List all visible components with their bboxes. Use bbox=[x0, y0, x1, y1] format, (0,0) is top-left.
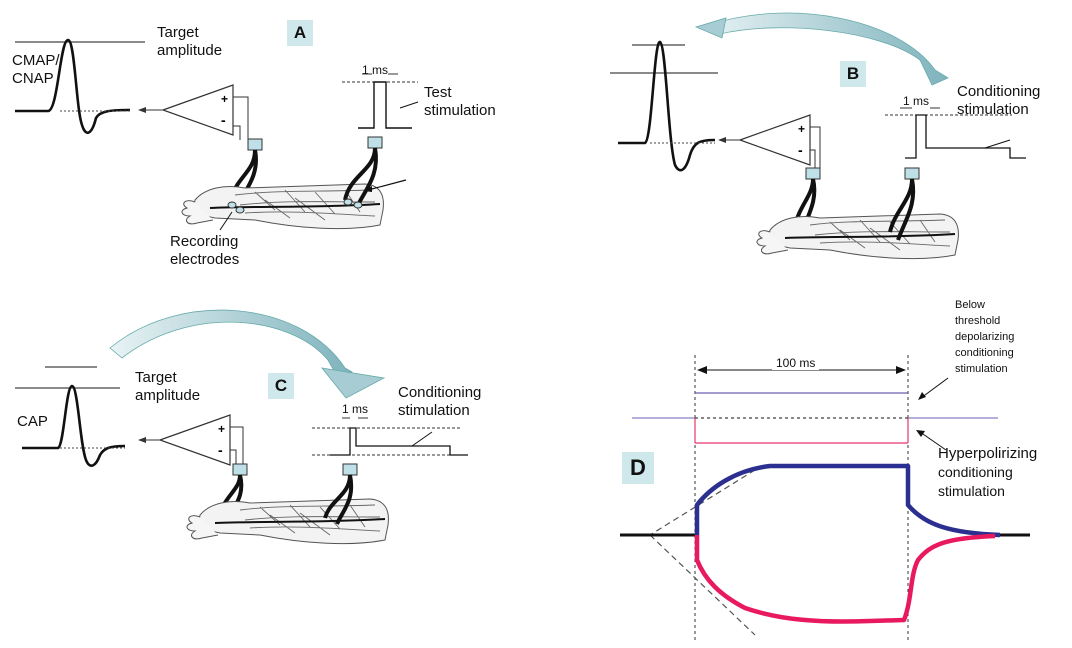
panel-d-badge: D bbox=[622, 452, 654, 484]
panel-b-pulse-label: 1 ms bbox=[903, 94, 929, 108]
panel-a-response-line2: CNAP bbox=[12, 70, 54, 87]
panel-c-badge: C bbox=[268, 373, 294, 399]
panel-a-stim-label: Test stimulation bbox=[424, 84, 496, 120]
panel-c-stim-line1: Conditioning bbox=[398, 384, 481, 401]
panel-c-target-line1: Target bbox=[135, 369, 177, 386]
panel-c-stim-label: Conditioning stimulation bbox=[398, 384, 481, 420]
panel-c-stim-line2: stimulation bbox=[398, 402, 470, 419]
panel-d-depol-label: Below threshold depolarizing conditionin… bbox=[955, 297, 1014, 377]
panel-d-duration-label: 100 ms bbox=[772, 356, 819, 370]
panel-d-depol-line3: depolarizing bbox=[955, 331, 1014, 343]
panel-b-badge: B bbox=[840, 61, 866, 87]
panel-a-stim-line1: Test bbox=[424, 84, 452, 101]
panel-a-artwork bbox=[15, 40, 418, 230]
panel-a-target-label: Target amplitude bbox=[157, 24, 222, 60]
panel-a-pulse-label: 1 ms bbox=[362, 63, 388, 77]
panel-c-target-line2: amplitude bbox=[135, 387, 200, 404]
panel-a-badge: A bbox=[287, 20, 313, 46]
panel-a-response-line1: CMAP/ bbox=[12, 52, 60, 69]
panel-a-electrode-line1: Recording bbox=[170, 233, 238, 250]
panel-a-target-line2: amplitude bbox=[157, 42, 222, 59]
panel-b-stim-line2: stimulation bbox=[957, 101, 1029, 118]
panel-b-stim-line1: Conditioning bbox=[957, 83, 1040, 100]
panel-d-depol-line1: Below bbox=[955, 299, 985, 311]
panel-c-pulse-label: 1 ms bbox=[342, 402, 368, 416]
panel-c-target-label: Target amplitude bbox=[135, 369, 200, 405]
panel-b-artwork bbox=[610, 13, 1026, 259]
panel-d-hyper-line3: stimulation bbox=[938, 483, 1005, 499]
panel-d-depol-line5: stimulation bbox=[955, 363, 1008, 375]
panel-c-response-label: CAP bbox=[17, 413, 48, 431]
panel-a-electrode-line2: electrodes bbox=[170, 251, 239, 268]
panel-a-target-line1: Target bbox=[157, 24, 199, 41]
panel-b-stim-label: Conditioning stimulation bbox=[957, 83, 1040, 119]
panel-d-hyper-line2: conditioning bbox=[938, 464, 1013, 480]
panel-d-depol-line2: threshold bbox=[955, 315, 1000, 327]
panel-a-stim-line2: stimulation bbox=[424, 102, 496, 119]
panel-d-hyper-line1: Hyperpolirizing bbox=[938, 445, 1037, 462]
panel-d-hyper-label: Hyperpolirizing conditioning stimulation bbox=[938, 444, 1037, 501]
panel-d-depol-line4: conditioning bbox=[955, 347, 1014, 359]
panel-a-response-label: CMAP/ CNAP bbox=[12, 52, 60, 88]
panel-a-electrode-label: Recording electrodes bbox=[170, 233, 239, 269]
panel-c-artwork bbox=[15, 310, 468, 544]
